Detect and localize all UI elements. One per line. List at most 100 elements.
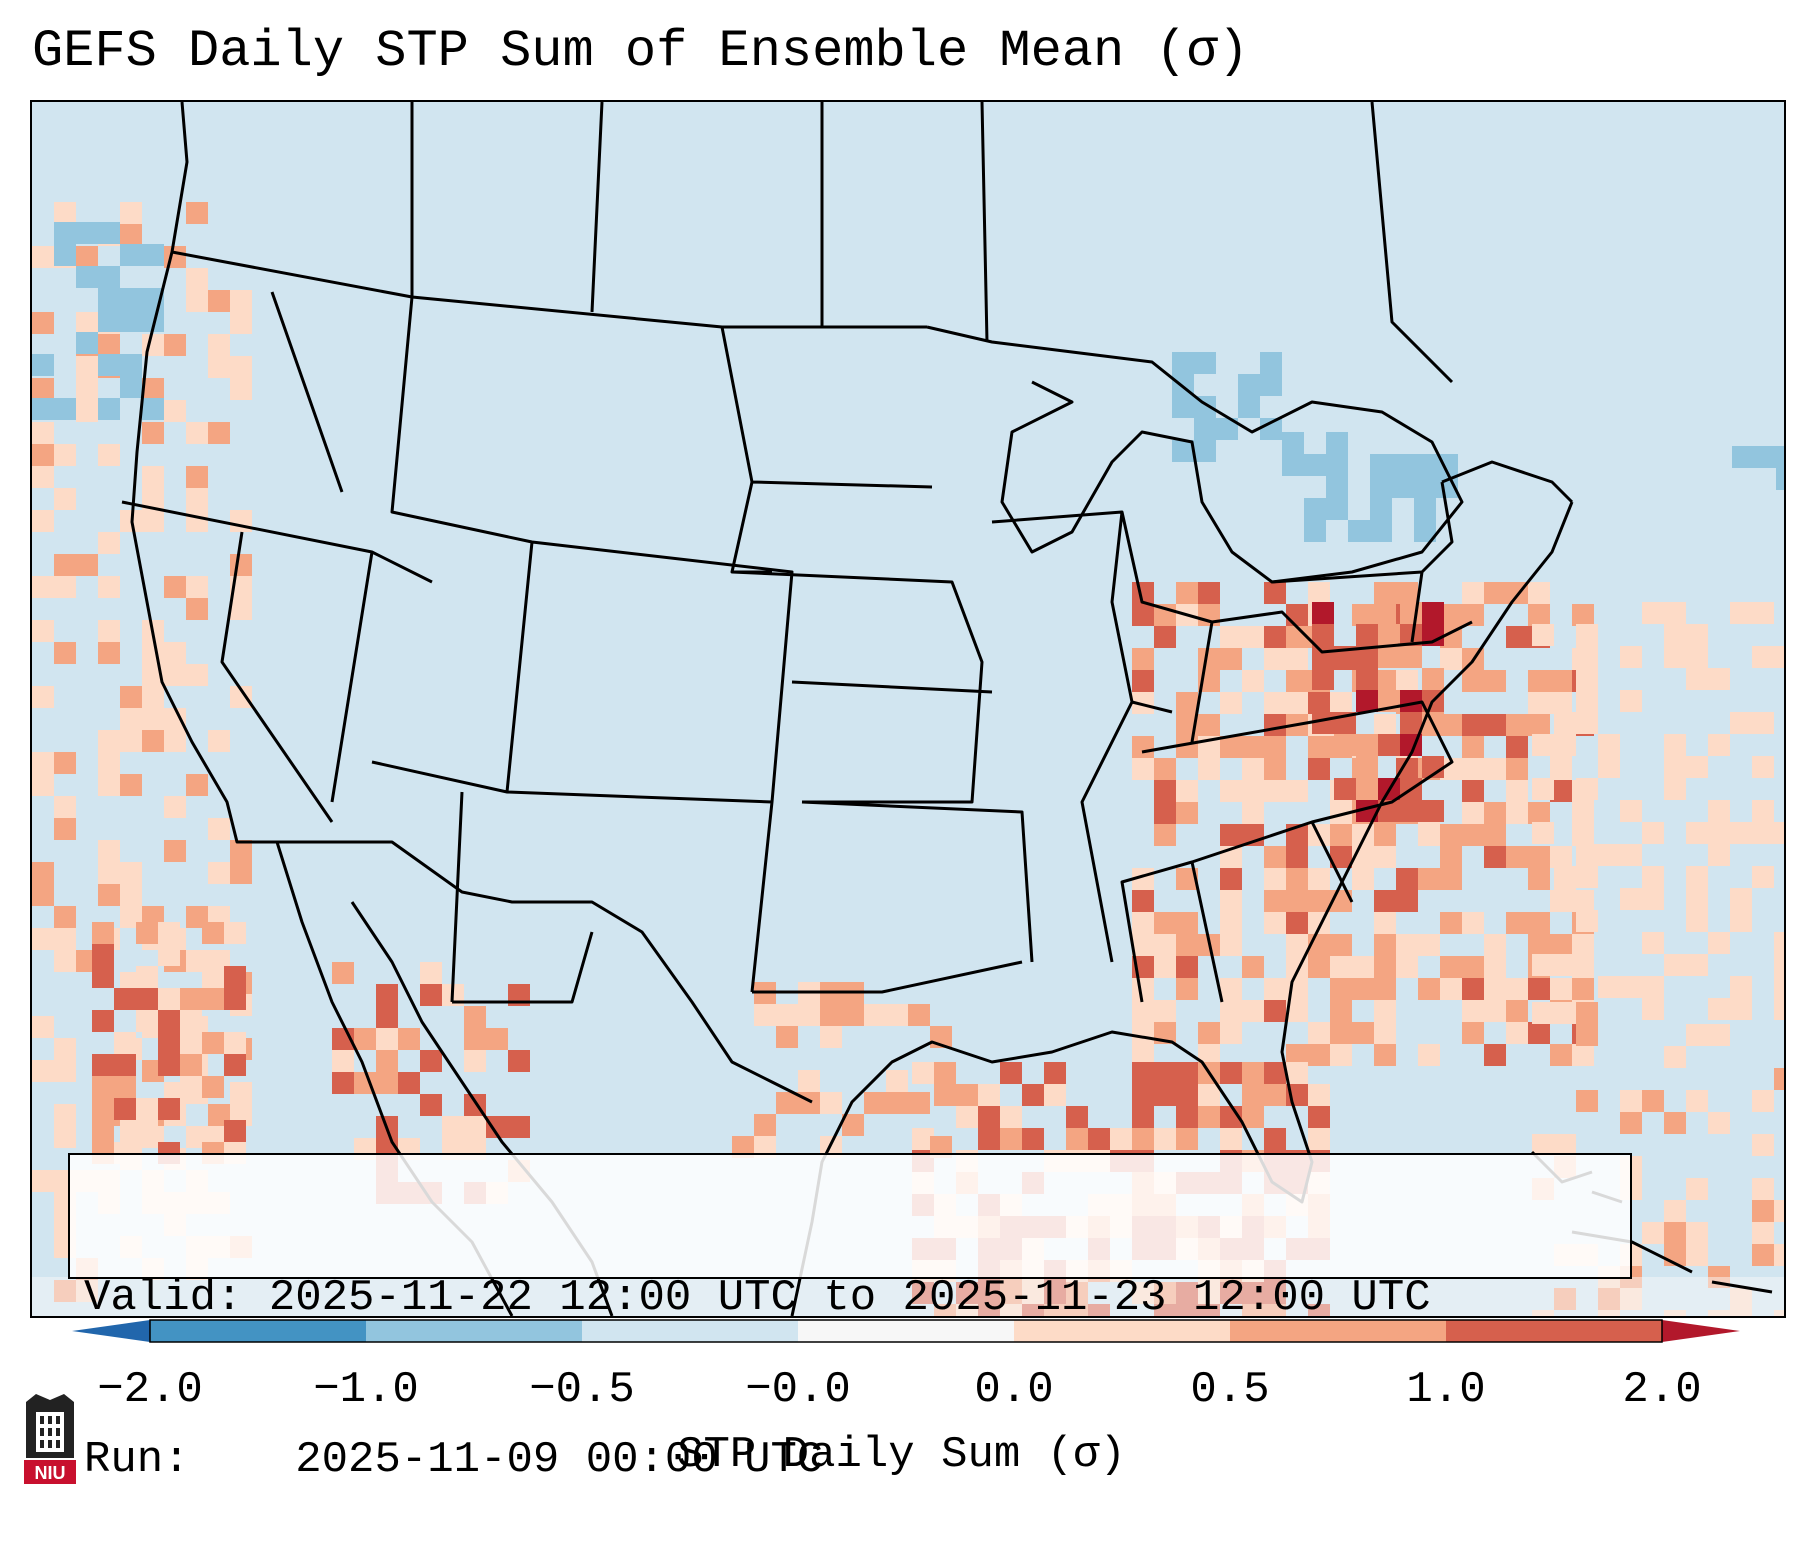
anomaly-cell (1572, 978, 1594, 1000)
anomaly-cell (142, 686, 164, 708)
anomaly-cell (930, 1136, 952, 1158)
anomaly-cell (1352, 604, 1374, 626)
anomaly-cell (186, 664, 208, 686)
anomaly-cell (120, 224, 142, 246)
anomaly-cell (1572, 956, 1594, 978)
anomaly-cell (1440, 604, 1462, 626)
anomaly-cell (1752, 1222, 1774, 1244)
anomaly-cell (1664, 734, 1686, 756)
anomaly-cell (934, 1084, 956, 1106)
anomaly-cell (1286, 780, 1308, 802)
anomaly-cell (1642, 866, 1664, 888)
anomaly-cell (114, 1032, 136, 1054)
anomaly-cell (1198, 758, 1220, 780)
anomaly-cell (224, 922, 246, 944)
anomaly-cell (1356, 756, 1378, 778)
anomaly-cell (120, 288, 142, 310)
anomaly-cell (1484, 802, 1506, 824)
anomaly-cell (1374, 714, 1396, 736)
anomaly-cell (1506, 626, 1528, 648)
anomaly-cell (76, 222, 98, 244)
anomaly-cell (1326, 476, 1348, 498)
anomaly-cell (1172, 440, 1194, 462)
anomaly-cell (956, 1106, 978, 1128)
anomaly-cell (1066, 1128, 1088, 1150)
anomaly-cell (76, 378, 98, 400)
anomaly-cell (508, 1050, 530, 1072)
anomaly-cell (1400, 690, 1422, 712)
anomaly-cell (1308, 692, 1330, 714)
anomaly-cell (1396, 670, 1418, 692)
anomaly-cell (1286, 934, 1308, 956)
anomaly-cell (32, 398, 54, 420)
anomaly-cell (1374, 582, 1396, 604)
anomaly-cell (186, 598, 208, 620)
anomaly-cell (1686, 910, 1708, 932)
anomaly-cell (820, 1004, 842, 1026)
anomaly-cell (1686, 1178, 1708, 1200)
colorbar-tick-label: −0.0 (745, 1365, 851, 1415)
anomaly-cell (1194, 418, 1216, 440)
anomaly-cell (1752, 1134, 1774, 1156)
anomaly-cell (1378, 646, 1400, 668)
anomaly-cell (1686, 1222, 1708, 1244)
anomaly-cell (186, 268, 208, 290)
anomaly-cell (1286, 846, 1308, 868)
anomaly-cell (1110, 1128, 1132, 1150)
anomaly-cell (1752, 602, 1774, 624)
anomaly-cell (1308, 1106, 1330, 1128)
anomaly-cell (1422, 602, 1444, 624)
anomaly-cell (1334, 734, 1356, 756)
anomaly-cell (1264, 890, 1286, 912)
anomaly-cell (32, 1060, 54, 1082)
anomaly-cell (1176, 780, 1198, 802)
anomaly-cell (464, 1006, 486, 1028)
anomaly-cell (420, 1094, 442, 1116)
anomaly-cell (32, 1277, 1784, 1316)
anomaly-cell (1286, 648, 1308, 670)
anomaly-cell (98, 620, 120, 642)
anomaly-cell (76, 400, 98, 422)
anomaly-cell (1370, 476, 1392, 498)
anomaly-cell (1326, 432, 1348, 454)
anomaly-cell (1308, 956, 1330, 978)
anomaly-cell (136, 1120, 158, 1142)
anomaly-cell (1312, 624, 1334, 646)
anomaly-cell (164, 730, 186, 752)
anomaly-cell (1220, 1000, 1242, 1022)
anomaly-cell (1242, 1084, 1264, 1106)
anomaly-cell (1776, 468, 1784, 490)
anomaly-cell (54, 950, 76, 972)
anomaly-cell (1220, 780, 1242, 802)
anomaly-cell (1264, 758, 1286, 780)
anomaly-cell (1220, 648, 1242, 670)
anomaly-cell (1440, 758, 1462, 780)
anomaly-cell (1664, 954, 1686, 976)
anomaly-cell (1176, 934, 1198, 956)
anomaly-cell (1198, 1106, 1220, 1128)
anomaly-cell (912, 1062, 934, 1084)
anomaly-cell (1286, 912, 1308, 934)
anomaly-cell (98, 840, 120, 862)
anomaly-cell (754, 1114, 776, 1136)
anomaly-cell (1264, 846, 1286, 868)
anomaly-cell (208, 334, 230, 356)
anomaly-cell (1462, 802, 1484, 824)
anomaly-cell (1220, 868, 1242, 890)
anomaly-cell (230, 1082, 252, 1104)
anomaly-cell (934, 1062, 956, 1084)
anomaly-cell (486, 1028, 508, 1050)
colorbar-tick-label: 2.0 (1622, 1365, 1702, 1415)
colorbar (72, 1319, 1740, 1343)
anomaly-cell (1308, 1128, 1330, 1150)
anomaly-cell (1220, 978, 1242, 1000)
colorbar-segments (150, 1320, 1663, 1342)
anomaly-cell (1374, 1022, 1396, 1044)
anomaly-cell (1550, 780, 1572, 802)
anomaly-cell (398, 1028, 420, 1050)
anomaly-cell (1356, 646, 1378, 668)
anomaly-cell (1352, 868, 1374, 890)
anomaly-cell (1708, 822, 1730, 844)
anomaly-cell (1528, 868, 1550, 890)
anomaly-cell (54, 1060, 76, 1082)
